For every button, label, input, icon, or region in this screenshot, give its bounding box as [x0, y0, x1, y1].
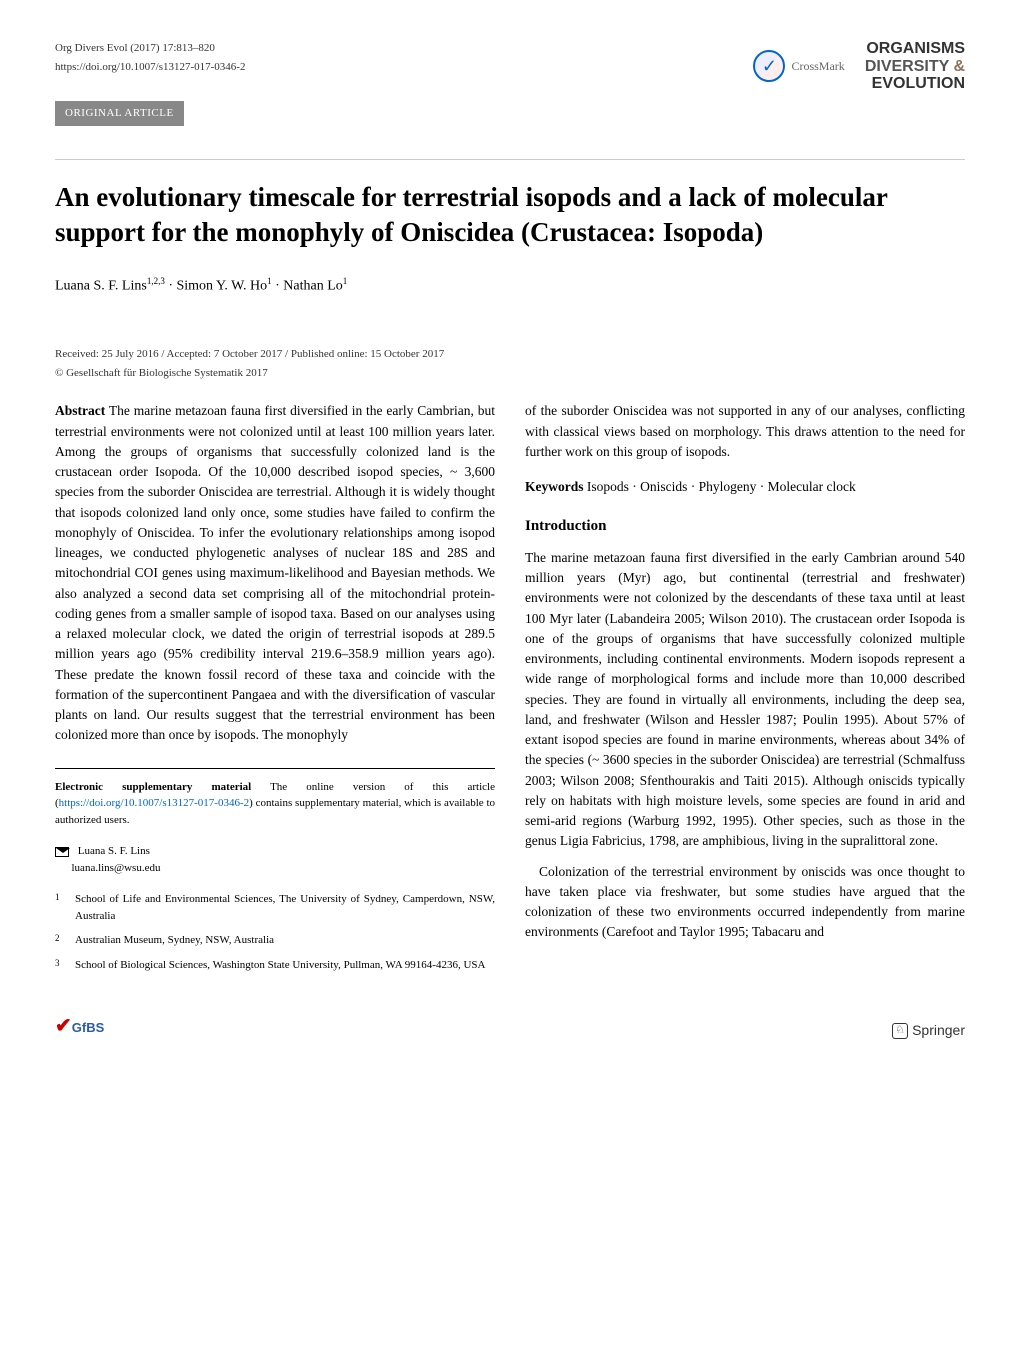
crossmark-badge[interactable]: ✓ CrossMark — [753, 50, 844, 82]
gfbs-logo: ✔GfBS — [55, 1011, 104, 1041]
introduction-heading: Introduction — [525, 515, 965, 538]
affiliation-text: Australian Museum, Sydney, NSW, Australi… — [75, 932, 274, 949]
affiliation-number: 3 — [55, 957, 75, 974]
affiliation-text: School of Biological Sciences, Washingto… — [75, 957, 485, 974]
journal-reference: Org Divers Evol (2017) 17:813–820 — [55, 40, 753, 57]
abstract-text-left: The marine metazoan fauna first diversif… — [55, 403, 495, 742]
journal-logo: ORGANISMS DIVERSITY & EVOLUTION — [865, 40, 965, 93]
article-type-row: ORIGINAL ARTICLE — [55, 101, 965, 151]
publication-dates: Received: 25 July 2016 / Accepted: 7 Oct… — [55, 346, 965, 363]
supp-link[interactable]: https://doi.org/10.1007/s13127-017-0346-… — [59, 797, 249, 809]
affiliation-text: School of Life and Environmental Science… — [75, 891, 495, 924]
supplementary-material-box: Electronic supplementary material The on… — [55, 768, 495, 829]
corresp-name: Luana S. F. Lins — [78, 845, 150, 857]
abstract-paragraph: Abstract The marine metazoan fauna first… — [55, 401, 495, 745]
article-type: ORIGINAL ARTICLE — [55, 101, 184, 126]
footer: ✔GfBS ♘ Springer — [55, 1011, 965, 1041]
springer-text: Springer — [912, 1020, 965, 1041]
abstract-continuation: of the suborder Oniscidea was not suppor… — [525, 401, 965, 462]
affiliations: 1School of Life and Environmental Scienc… — [55, 891, 495, 973]
header-left: Org Divers Evol (2017) 17:813–820 https:… — [55, 40, 753, 93]
crossmark-icon: ✓ — [753, 50, 785, 82]
keywords-label: Keywords — [525, 479, 584, 494]
two-column-body: Abstract The marine metazoan fauna first… — [55, 401, 965, 981]
copyright: © Gesellschaft für Biologische Systemati… — [55, 365, 965, 382]
affiliation-item: 3School of Biological Sciences, Washingt… — [55, 957, 495, 974]
left-column: Abstract The marine metazoan fauna first… — [55, 401, 495, 981]
mail-icon — [55, 847, 69, 857]
keywords-text: Isopods · Oniscids · Phylogeny · Molecul… — [584, 479, 856, 494]
introduction-p1: The marine metazoan fauna first diversif… — [525, 548, 965, 852]
corresp-email[interactable]: luana.lins@wsu.edu — [72, 862, 161, 874]
doi[interactable]: https://doi.org/10.1007/s13127-017-0346-… — [55, 59, 753, 76]
keywords-line: Keywords Isopods · Oniscids · Phylogeny … — [525, 477, 965, 497]
header-divider — [55, 159, 965, 160]
affiliation-number: 2 — [55, 932, 75, 949]
springer-logo: ♘ Springer — [892, 1020, 965, 1041]
gfbs-text: GfBS — [72, 1020, 105, 1035]
header-row: Org Divers Evol (2017) 17:813–820 https:… — [55, 40, 965, 93]
journal-logo-line2: DIVERSITY & — [865, 58, 965, 76]
affiliation-item: 2Australian Museum, Sydney, NSW, Austral… — [55, 932, 495, 949]
corresponding-author: Luana S. F. Lins luana.lins@wsu.edu — [55, 843, 495, 876]
crossmark-label: CrossMark — [791, 57, 844, 75]
journal-logo-line3: EVOLUTION — [865, 75, 965, 93]
gfbs-check-icon: ✔ — [55, 1015, 72, 1037]
right-column: of the suborder Oniscidea was not suppor… — [525, 401, 965, 981]
article-title: An evolutionary timescale for terrestria… — [55, 180, 965, 250]
affiliation-number: 1 — [55, 891, 75, 924]
affiliation-item: 1School of Life and Environmental Scienc… — [55, 891, 495, 924]
springer-icon: ♘ — [892, 1023, 908, 1039]
authors: Luana S. F. Lins1,2,3 · Simon Y. W. Ho1 … — [55, 275, 965, 297]
introduction-p2: Colonization of the terrestrial environm… — [525, 862, 965, 943]
header-right: ✓ CrossMark ORGANISMS DIVERSITY & EVOLUT… — [753, 40, 965, 93]
abstract-label: Abstract — [55, 403, 105, 418]
journal-logo-line1: ORGANISMS — [865, 40, 965, 58]
supp-label: Electronic supplementary material — [55, 781, 251, 793]
